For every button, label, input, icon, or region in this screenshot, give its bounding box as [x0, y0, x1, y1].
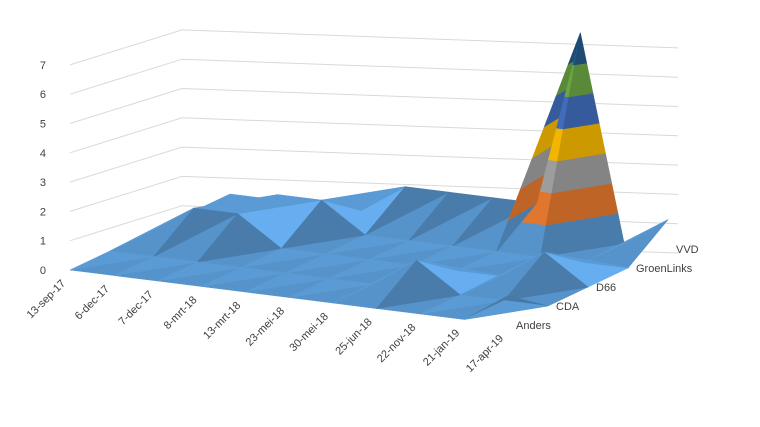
- z-tick-label: 1: [40, 236, 46, 248]
- surface-facet: [288, 278, 373, 298]
- surface-facet: [503, 251, 589, 301]
- gridline: [69, 29, 679, 66]
- x-tick-label: 13-mrt-18: [201, 300, 243, 342]
- x-tick-label: 6-dec-17: [73, 283, 112, 322]
- surface-facet: [460, 251, 545, 296]
- surface-facet: [584, 219, 669, 263]
- x-tick-label: 7-dec-17: [117, 289, 156, 328]
- surface-facet: [456, 251, 541, 271]
- surface-facet: [109, 207, 194, 252]
- series-label: Anders: [516, 320, 551, 332]
- surface-facet: [241, 248, 326, 268]
- surface-facet: [69, 250, 154, 271]
- surface-facet: [245, 272, 330, 293]
- surface-facet: [464, 300, 549, 320]
- surface-facet: [544, 251, 629, 269]
- surface-plot: [69, 32, 669, 320]
- gridlines: [69, 29, 679, 271]
- series-label: D66: [596, 282, 616, 294]
- surface-facet: [157, 261, 242, 282]
- series-label: CDA: [556, 301, 580, 313]
- series-label: GroenLinks: [636, 263, 693, 275]
- z-tick-label: 6: [40, 89, 46, 101]
- surface-facet: [420, 294, 505, 315]
- surface-facet: [285, 253, 370, 274]
- surface-facet: [237, 194, 322, 214]
- surface-facet: [562, 92, 600, 130]
- surface-facet: [332, 259, 417, 304]
- z-tick-label: 0: [40, 265, 46, 277]
- surface-facet: [113, 256, 198, 276]
- surface-facet: [412, 245, 497, 266]
- z-tick-label: 5: [40, 119, 46, 131]
- gridline: [69, 117, 679, 154]
- x-tick-label: 30-mei-18: [287, 311, 331, 355]
- gridline: [69, 146, 679, 183]
- x-tick-label: 17-apr-19: [464, 333, 506, 375]
- z-tick-label: 3: [40, 177, 46, 189]
- surface-facet: [574, 32, 588, 66]
- x-tick-label: 8-mrt-18: [162, 294, 200, 332]
- surface-facet: [153, 207, 239, 257]
- surface-facet: [375, 259, 462, 309]
- surface-facet: [416, 259, 501, 277]
- surface-facet: [201, 267, 286, 287]
- gridline: [69, 58, 679, 95]
- z-tick-label: 4: [40, 148, 46, 160]
- z-tick-label: 2: [40, 206, 46, 218]
- x-tick-label: 22-nov-18: [375, 322, 419, 366]
- gridline: [69, 175, 679, 212]
- surface-facet: [321, 186, 406, 211]
- x-tick-label: 25-jun-18: [333, 316, 374, 357]
- x-tick-label: 21-jan-19: [421, 327, 462, 368]
- surface-facet: [325, 234, 410, 255]
- surface-facet: [328, 259, 413, 279]
- surface-facet: [196, 213, 283, 263]
- surface-facet: [408, 191, 494, 241]
- surface-facet: [364, 186, 451, 236]
- z-tick-label: 7: [40, 60, 46, 72]
- x-tick-label: 13-sep-17: [25, 278, 69, 322]
- surface-facet: [368, 240, 453, 260]
- surface-facet: [280, 199, 366, 249]
- x-tick-label: 23-mei-18: [244, 305, 288, 349]
- gridline: [69, 87, 679, 124]
- surface-facet: [567, 32, 581, 65]
- series-label: VVD: [676, 244, 699, 256]
